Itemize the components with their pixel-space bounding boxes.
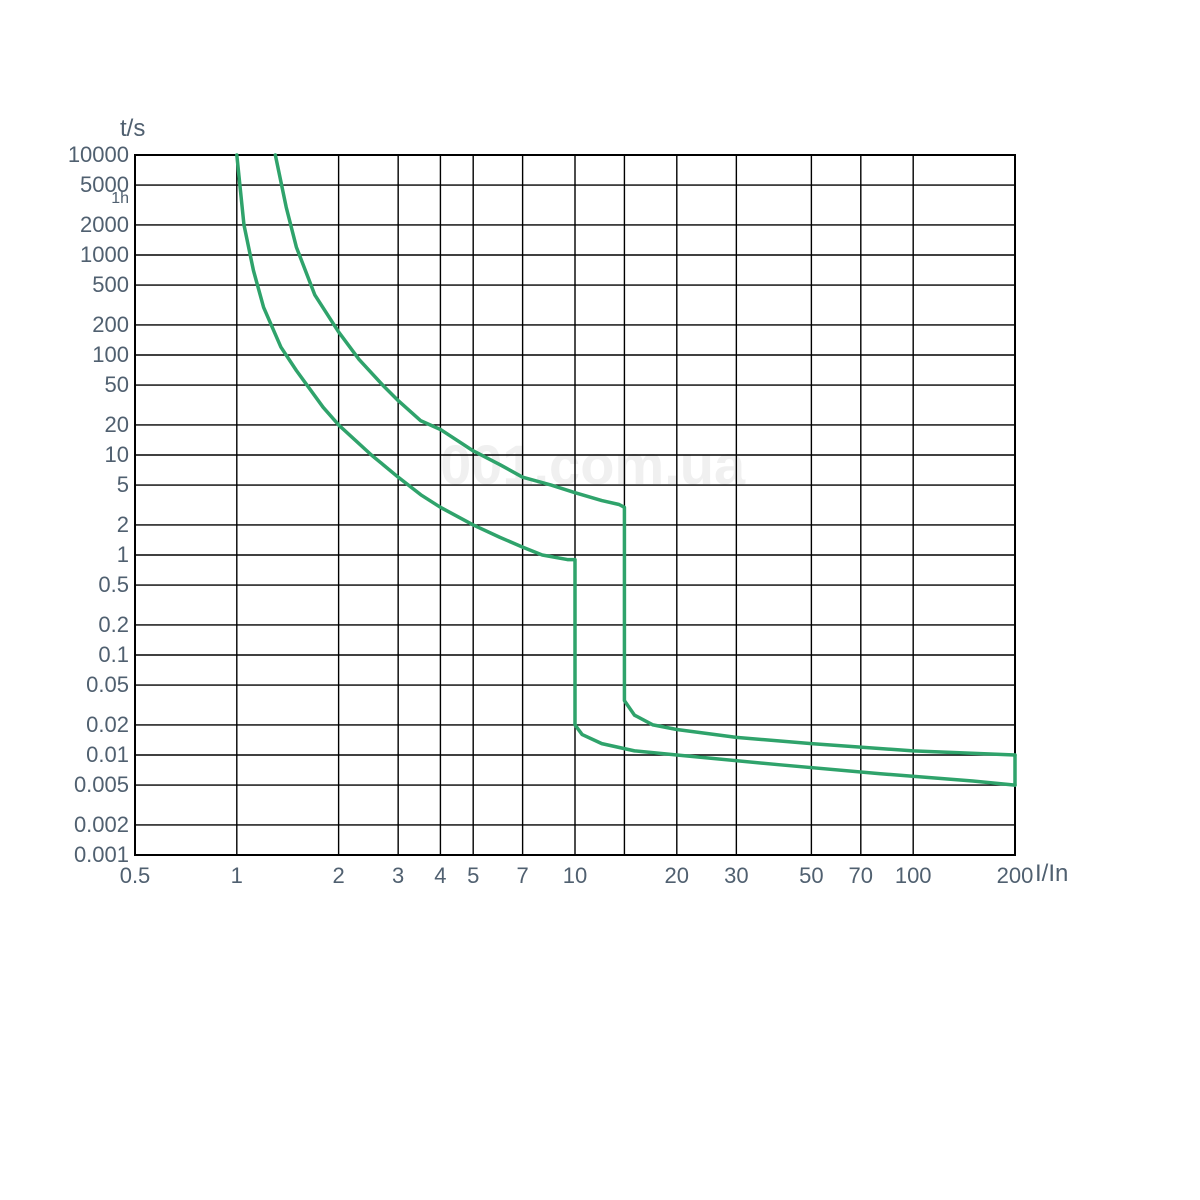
y-tick-label: 0.002	[74, 812, 129, 838]
y-tick-label: 100	[92, 342, 129, 368]
y-extra-label-1h: 1h	[111, 190, 129, 208]
y-tick-label: 200	[92, 312, 129, 338]
y-tick-label: 0.5	[98, 572, 129, 598]
y-tick-label: 0.05	[86, 672, 129, 698]
y-tick-label: 0.02	[86, 712, 129, 738]
y-tick-label: 0.2	[98, 612, 129, 638]
chart-svg: 001.com.ua	[0, 0, 1200, 1200]
trip-curve-chart: t/s I/In 001.com.ua 0.0010.0020.0050.010…	[0, 0, 1200, 1200]
x-tick-label: 10	[555, 863, 595, 889]
y-tick-label: 2000	[80, 212, 129, 238]
y-tick-label: 20	[105, 412, 129, 438]
x-tick-label: 2	[319, 863, 359, 889]
y-tick-label: 0.1	[98, 642, 129, 668]
y-tick-label: 1000	[80, 242, 129, 268]
x-tick-label: 0.5	[115, 863, 155, 889]
y-tick-label: 0.01	[86, 742, 129, 768]
y-tick-label: 1	[117, 542, 129, 568]
y-tick-label: 50	[105, 372, 129, 398]
y-tick-label: 10000	[68, 142, 129, 168]
x-tick-label: 3	[378, 863, 418, 889]
x-tick-label: 20	[657, 863, 697, 889]
x-tick-label: 1	[217, 863, 257, 889]
x-tick-label: 100	[893, 863, 933, 889]
x-tick-label: 70	[841, 863, 881, 889]
y-tick-label: 5	[117, 472, 129, 498]
y-tick-label: 0.005	[74, 772, 129, 798]
x-tick-label: 7	[503, 863, 543, 889]
x-tick-label: 5	[453, 863, 493, 889]
y-tick-label: 2	[117, 512, 129, 538]
y-tick-label: 500	[92, 272, 129, 298]
x-tick-label: 200	[995, 863, 1035, 889]
x-tick-label: 50	[791, 863, 831, 889]
svg-text:001.com.ua: 001.com.ua	[440, 433, 746, 496]
y-tick-label: 10	[105, 442, 129, 468]
x-tick-label: 30	[716, 863, 756, 889]
